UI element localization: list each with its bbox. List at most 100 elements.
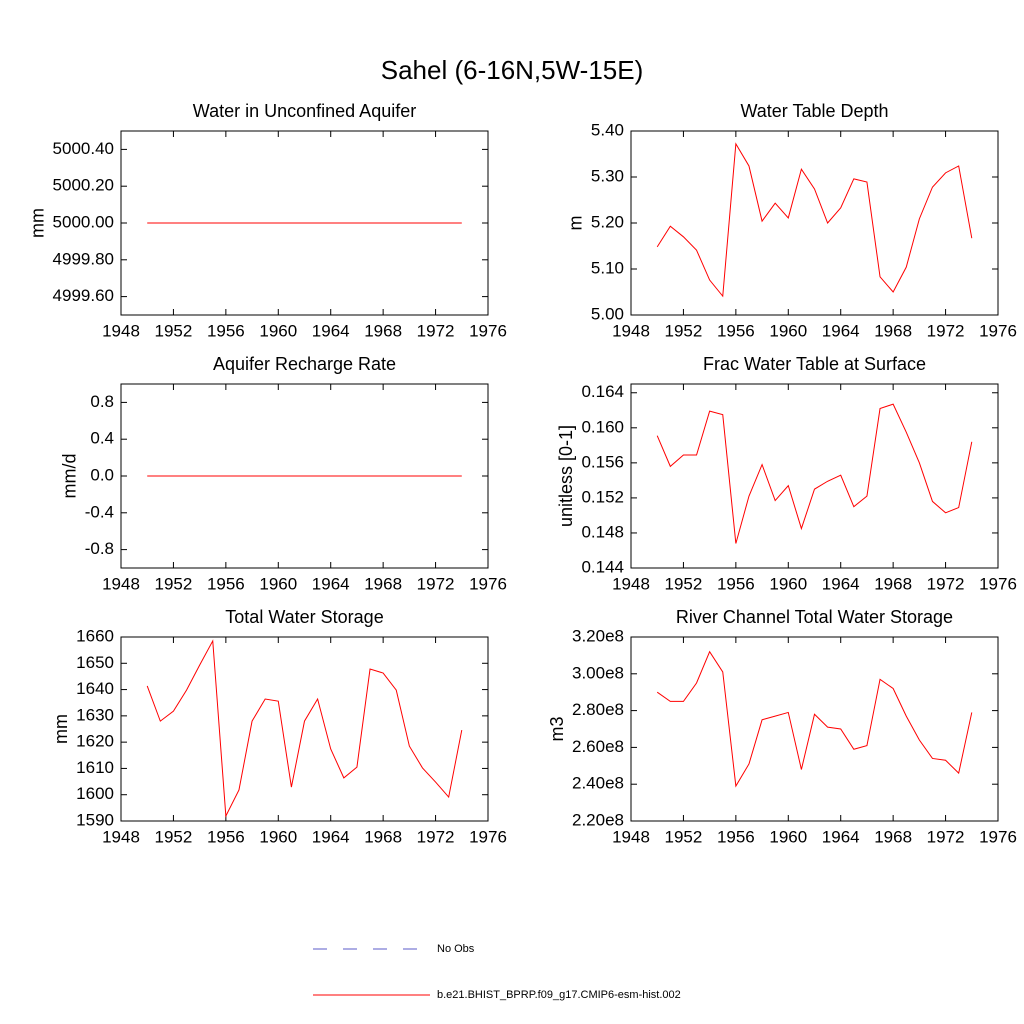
x-tick-label: 1968 [364, 827, 402, 846]
x-tick-label: 1976 [469, 827, 507, 846]
y-tick-label: 5000.00 [53, 212, 114, 231]
y-tick-label: 5.40 [591, 120, 624, 139]
x-tick-label: 1960 [259, 827, 297, 846]
x-tick-label: 1964 [822, 574, 860, 593]
y-tick-label: 5.30 [591, 166, 624, 185]
x-tick-label: 1976 [979, 827, 1017, 846]
x-tick-label: 1976 [469, 321, 507, 340]
x-tick-label: 1948 [102, 574, 140, 593]
x-tick-label: 1960 [259, 321, 297, 340]
x-tick-label: 1952 [155, 574, 193, 593]
y-axis-label: m3 [547, 716, 567, 741]
x-tick-label: 1960 [769, 827, 807, 846]
y-tick-label: 1640 [76, 679, 114, 698]
x-tick-label: 1976 [469, 574, 507, 593]
plot-frame [630, 383, 999, 569]
panel-title: Aquifer Recharge Rate [213, 354, 396, 374]
x-tick-label: 1964 [312, 321, 350, 340]
x-tick-label: 1960 [769, 321, 807, 340]
figure-title: Sahel (6-16N,5W-15E) [381, 55, 644, 85]
y-tick-label: 1620 [76, 732, 114, 751]
x-tick-label: 1956 [207, 321, 245, 340]
y-tick-label: 5.10 [591, 258, 624, 277]
x-tick-label: 1956 [207, 574, 245, 593]
x-tick-label: 1964 [312, 827, 350, 846]
y-tick-label: 0.144 [581, 557, 624, 576]
y-tick-label: -0.4 [85, 502, 114, 521]
data-line [656, 142, 973, 298]
y-tick-label: 5000.40 [53, 139, 114, 158]
x-tick-label: 1960 [769, 574, 807, 593]
x-tick-label: 1956 [717, 321, 755, 340]
y-axis-label: m [566, 216, 586, 231]
y-tick-label: 1630 [76, 705, 114, 724]
x-tick-label: 1968 [874, 321, 912, 340]
y-tick-label: 1590 [76, 810, 114, 829]
x-tick-label: 1956 [207, 827, 245, 846]
data-line [656, 403, 973, 544]
x-tick-label: 1948 [612, 574, 650, 593]
y-tick-label: 5000.20 [53, 176, 114, 195]
x-tick-label: 1972 [417, 827, 455, 846]
x-tick-label: 1972 [417, 574, 455, 593]
y-tick-label: 0.156 [581, 452, 624, 471]
x-tick-label: 1952 [665, 827, 703, 846]
x-tick-label: 1976 [979, 321, 1017, 340]
x-tick-label: 1956 [717, 574, 755, 593]
x-tick-label: 1964 [822, 321, 860, 340]
plot-frame [630, 130, 999, 316]
y-tick-label: 5.20 [591, 212, 624, 231]
x-tick-label: 1960 [259, 574, 297, 593]
panel-title: Water in Unconfined Aquifer [193, 101, 416, 121]
plot-frame [120, 636, 489, 822]
x-tick-label: 1964 [312, 574, 350, 593]
x-tick-label: 1976 [979, 574, 1017, 593]
y-tick-label: 1610 [76, 758, 114, 777]
y-tick-label: 3.20e8 [572, 626, 624, 645]
y-tick-label: 0.160 [581, 417, 624, 436]
x-tick-label: 1948 [102, 321, 140, 340]
x-tick-label: 1968 [364, 321, 402, 340]
y-axis-label: mm [51, 714, 71, 744]
y-tick-label: 2.80e8 [572, 700, 624, 719]
y-tick-label: 3.00e8 [572, 663, 624, 682]
x-tick-label: 1952 [155, 827, 193, 846]
x-tick-label: 1952 [665, 321, 703, 340]
y-axis-label: mm/d [59, 454, 79, 499]
x-tick-label: 1964 [822, 827, 860, 846]
y-tick-label: 1650 [76, 653, 114, 672]
y-tick-label: 2.40e8 [572, 774, 624, 793]
y-tick-label: 4999.60 [53, 286, 114, 305]
y-tick-label: 0.8 [90, 392, 114, 411]
data-line [146, 639, 463, 818]
data-line [656, 650, 973, 788]
x-tick-label: 1972 [927, 321, 965, 340]
y-tick-label: 2.60e8 [572, 737, 624, 756]
x-tick-label: 1952 [155, 321, 193, 340]
y-tick-label: 1660 [76, 626, 114, 645]
x-tick-label: 1952 [665, 574, 703, 593]
x-tick-label: 1968 [874, 574, 912, 593]
legend-label: b.e21.BHIST_BPRP.f09_g17.CMIP6-esm-hist.… [437, 989, 681, 1001]
y-tick-label: 1600 [76, 784, 114, 803]
y-tick-label: 0.148 [581, 522, 624, 541]
y-axis-label: unitless [0-1] [556, 425, 576, 527]
y-tick-label: 5.00 [591, 304, 624, 323]
y-tick-label: -0.8 [85, 539, 114, 558]
panel-title: Total Water Storage [225, 607, 383, 627]
x-tick-label: 1956 [717, 827, 755, 846]
x-tick-label: 1972 [417, 321, 455, 340]
y-tick-label: 0.164 [581, 382, 624, 401]
y-tick-label: 4999.80 [53, 249, 114, 268]
panel-title: River Channel Total Water Storage [676, 607, 953, 627]
plot-frame [630, 636, 999, 822]
x-tick-label: 1968 [364, 574, 402, 593]
x-tick-label: 1968 [874, 827, 912, 846]
legend-label: No Obs [437, 943, 475, 955]
y-tick-label: 0.0 [90, 465, 114, 484]
panel-title: Frac Water Table at Surface [703, 354, 926, 374]
y-axis-label: mm [27, 208, 47, 238]
x-tick-label: 1948 [102, 827, 140, 846]
y-tick-label: 2.20e8 [572, 810, 624, 829]
